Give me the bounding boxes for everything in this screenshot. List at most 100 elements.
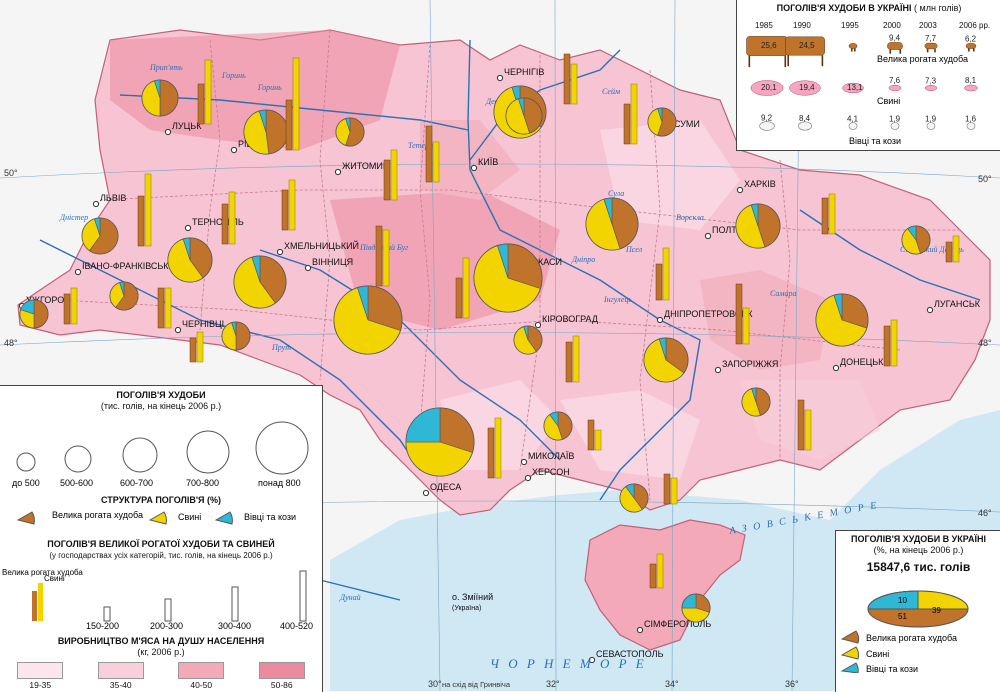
river-desna (469, 49, 621, 161)
trend-pig-icon (964, 84, 978, 92)
trend-cattle-icon (848, 43, 858, 49)
region-pie (167, 237, 213, 283)
river-label: Інгулець (603, 295, 632, 304)
river-danube (319, 579, 401, 601)
pie-slice-pigs (81, 218, 101, 251)
trend-value: 25,6 (761, 41, 777, 50)
city-dot (636, 626, 644, 634)
city-dot (276, 248, 284, 256)
region-bars (425, 125, 440, 183)
trend-year: 2006 рр. (959, 21, 990, 30)
bar-cattle (649, 563, 657, 589)
region-pie (543, 411, 573, 441)
river-label: Десна (485, 97, 506, 106)
lat-46-right: 46° (978, 508, 992, 518)
pie-slice-sheep (119, 281, 125, 297)
circle-size-2 (64, 445, 92, 473)
bar-pigs (70, 287, 78, 325)
city-label: ЧЕРНІГІВ (504, 67, 544, 77)
pie-slice-cattle (507, 243, 543, 289)
bar-cattle (63, 293, 71, 325)
city-dot (184, 224, 192, 232)
island-label: о. Зміїний (452, 592, 493, 602)
trend-year: 1990 (793, 21, 811, 30)
city-dot (496, 74, 504, 82)
river-label: Прип'ять (149, 63, 183, 72)
bar-pigs (228, 191, 236, 245)
legend-meat-swatches: 19-35 35-40 40-50 50-86 (0, 662, 322, 690)
circle-size-1 (16, 452, 36, 472)
pie-slice-sheep (154, 79, 161, 99)
river-label: Псел (625, 245, 643, 254)
bar-pigs (804, 409, 812, 451)
trend-pig-icon (924, 85, 938, 91)
region-pie (815, 293, 869, 347)
region-bars (487, 417, 502, 479)
legend-meat-title: ВИРОБНИЦТВО М'ЯСА НА ДУШУ НАСЕЛЕННЯ (57, 636, 265, 646)
bar-cattle-sample (32, 591, 37, 621)
crimea (584, 519, 746, 651)
region-pie (513, 325, 543, 355)
bar-cattle (563, 53, 571, 105)
legend-left: ПОГОЛІВ'Я ХУДОБИ (тис. голів, на кінець … (0, 385, 323, 692)
region-pie (681, 593, 711, 623)
trend-sheep-icon (966, 122, 976, 130)
bar-cattle (797, 399, 805, 451)
trend-value: 4,1 (847, 115, 859, 124)
city-dot (334, 168, 342, 176)
region-pie (81, 217, 119, 255)
trend-pig-icon (842, 82, 864, 94)
bar-pigs (204, 59, 212, 125)
pie-slice-cattle (439, 407, 475, 453)
trend-year: 1995 (841, 21, 859, 30)
lat-50-left: 50° (4, 168, 18, 178)
trend-value: 7,3 (925, 76, 937, 85)
bar-pigs (382, 229, 390, 287)
pie-slice-sheep (497, 243, 509, 279)
region-bars (663, 473, 678, 505)
trend-sheep-icon (759, 121, 775, 131)
region-bars (221, 191, 236, 245)
pie-slice-sheep (231, 321, 237, 337)
bar-pigs (662, 247, 670, 301)
pie-slice-pigs (505, 98, 530, 135)
city-dot (534, 321, 542, 329)
bar-cattle (487, 427, 495, 479)
pie-slice-pigs (543, 414, 563, 441)
legend-herd-title: ПОГОЛІВ'Я ХУДОБИ (116, 390, 206, 400)
trend-cattle-icon (924, 42, 938, 50)
region-bars (157, 287, 172, 329)
island-note: (Україна) (452, 605, 481, 612)
region-pie (19, 299, 49, 329)
region-pies (19, 79, 931, 623)
bar-pigs (572, 335, 580, 383)
circle-size-label-1: до 500 (12, 478, 40, 488)
bar-cattle (375, 225, 383, 287)
pie-slice-cattle (755, 387, 771, 416)
bar-pigs (656, 553, 664, 589)
circle-size-4 (186, 430, 230, 474)
region-pie (741, 387, 771, 417)
city-label: ОДЕСА (430, 482, 461, 492)
total-value: 15847,6 тис. голів (866, 560, 971, 574)
trend-year: 2003 (919, 21, 937, 30)
bar-cattle (383, 159, 391, 201)
bar-cattle (189, 337, 197, 363)
city-dot (520, 458, 528, 466)
trend-sheep-icon (848, 122, 858, 130)
city-label: ДОНЕЦЬК (840, 357, 884, 367)
city-label: ХМЕЛЬНИЦЬКИЙ (284, 240, 359, 251)
bar-cattle (735, 283, 743, 345)
legend-trend: ПОГОЛІВ'Я ХУДОБИ В УКРАЇНІ ( млн голів) … (736, 0, 1000, 151)
pie-slice-sheep (251, 255, 261, 283)
pie-slice-pigs (513, 326, 537, 355)
trend-title: ПОГОЛІВ'Я ХУДОБИ В УКРАЇНІ ( млн голів) (776, 3, 962, 13)
bar-cattle (623, 103, 631, 145)
lat-48-right: 48° (978, 338, 992, 348)
bar-pigs (670, 477, 678, 505)
trend-value: 7,7 (925, 34, 937, 43)
city-dot (714, 366, 722, 374)
bar-cattle (821, 197, 829, 235)
region-pie (647, 107, 677, 137)
pie-slice-pigs (167, 238, 204, 283)
